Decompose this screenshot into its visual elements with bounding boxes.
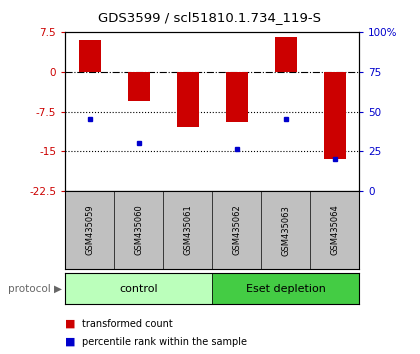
Text: transformed count: transformed count	[82, 319, 173, 329]
Text: ■: ■	[65, 337, 76, 347]
Text: GSM435061: GSM435061	[183, 205, 192, 256]
Text: GSM435059: GSM435059	[85, 205, 94, 256]
Bar	[212, 273, 359, 304]
Text: percentile rank within the sample: percentile rank within the sample	[82, 337, 247, 347]
Text: GSM435064: GSM435064	[330, 205, 339, 256]
Text: control: control	[119, 284, 158, 293]
Text: ■: ■	[65, 319, 76, 329]
Bar	[226, 72, 248, 122]
Text: Eset depletion: Eset depletion	[246, 284, 326, 293]
Text: GSM435063: GSM435063	[281, 205, 290, 256]
Bar	[79, 40, 101, 72]
Text: GSM435060: GSM435060	[134, 205, 143, 256]
Text: GDS3599 / scl51810.1.734_119-S: GDS3599 / scl51810.1.734_119-S	[99, 11, 321, 24]
Bar	[128, 72, 150, 101]
Bar	[323, 72, 346, 159]
Bar	[275, 37, 297, 72]
Bar	[65, 273, 212, 304]
Bar	[176, 72, 199, 127]
Text: GSM435062: GSM435062	[232, 205, 241, 256]
Text: protocol ▶: protocol ▶	[8, 284, 63, 293]
